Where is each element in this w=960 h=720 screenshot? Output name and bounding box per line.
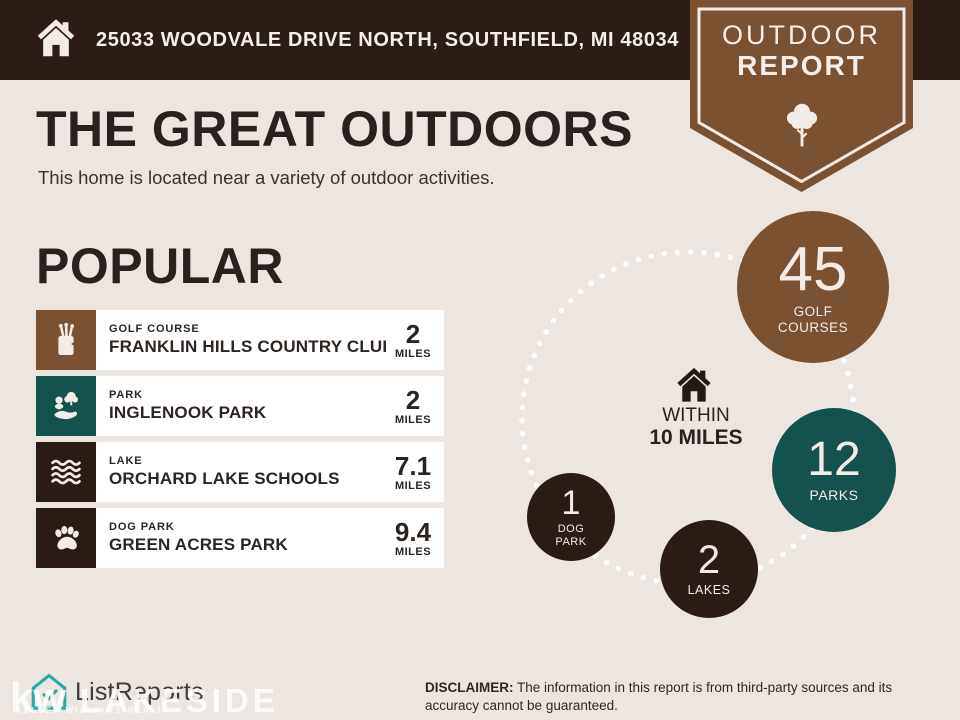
page-title: THE GREAT OUTDOORS [36, 101, 633, 157]
house-icon [677, 367, 711, 402]
stat-parks: 12 PARKS [772, 408, 896, 532]
stat-label: PARKS [809, 487, 859, 504]
category-label: PARK [109, 389, 143, 401]
list-item-lake: LAKE ORCHARD LAKE SCHOOLS 7.1 MILES [36, 442, 444, 502]
stat-dog-park: 1 DOG PARK [527, 473, 615, 561]
badge-shape [690, 0, 913, 192]
waves-icon [36, 442, 96, 502]
stat-label: GOLF COURSES [777, 303, 849, 335]
stat-value: 2 [697, 538, 721, 583]
stat-value: 12 [807, 433, 861, 487]
watermark-name: LAKESIDE [80, 682, 279, 719]
stat-value: 1 [561, 483, 581, 522]
place-name: INGLENOOK PARK [109, 403, 267, 422]
badge-title-line1: OUTDOOR [722, 20, 881, 50]
disclaimer-label: DISCLAIMER: [425, 680, 514, 695]
park-icon [36, 376, 96, 436]
within-miles-label: 10 MILES [649, 426, 743, 449]
stat-label: LAKES [687, 583, 731, 598]
golf-bag-icon [36, 310, 96, 370]
distance: 7.1 MILES [394, 450, 432, 492]
popular-list: GOLF COURSE FRANKLIN HILLS COUNTRY CLUB … [36, 310, 444, 574]
disclaimer-text: DISCLAIMER: The information in this repo… [425, 680, 893, 714]
page-subtitle: This home is located near a variety of o… [38, 167, 495, 188]
stat-golf-courses: 45 GOLF COURSES [737, 211, 889, 363]
place-name: ORCHARD LAKE SCHOOLS [109, 469, 340, 488]
category-label: GOLF COURSE [109, 323, 200, 335]
home-icon [37, 19, 75, 57]
paw-icon [36, 508, 96, 568]
badge-title-line2: REPORT [737, 50, 866, 81]
watermark-subtext: KELLER WILLIAMS REALTY [16, 706, 172, 715]
stat-lakes: 2 LAKES [660, 520, 758, 618]
place-name: FRANKLIN HILLS COUNTRY CLUB [109, 337, 386, 356]
list-item-dog-park: DOG PARK GREEN ACRES PARK 9.4 MILES [36, 508, 444, 568]
list-item-golf-course: GOLF COURSE FRANKLIN HILLS COUNTRY CLUB … [36, 310, 444, 370]
stat-value: 45 [778, 234, 848, 304]
within-label: WITHIN [662, 405, 730, 426]
popular-heading: POPULAR [36, 238, 284, 294]
category-label: DOG PARK [109, 521, 175, 533]
listreports-logo-text: ListReports [75, 677, 204, 706]
brokerage-watermark: kw LAKESIDE [10, 674, 279, 720]
listreports-logo-icon [31, 673, 67, 710]
category-label: LAKE [109, 455, 143, 467]
distance: 2 MILES [394, 384, 432, 426]
stat-label: DOG PARK [555, 522, 587, 548]
property-address: 25033 WOODVALE DRIVE NORTH, SOUTHFIELD, … [96, 28, 679, 51]
outdoor-report-badge: OUTDOOR REPORT [690, 0, 913, 192]
watermark-brand: kw [10, 674, 67, 720]
distance: 9.4 MILES [394, 516, 432, 558]
place-name: GREEN ACRES PARK [109, 535, 288, 554]
distance: 2 MILES [394, 318, 432, 360]
listreports-logo: ListReports [28, 671, 204, 713]
list-item-park: PARK INGLENOOK PARK 2 MILES [36, 376, 444, 436]
tree-icon [786, 103, 817, 147]
